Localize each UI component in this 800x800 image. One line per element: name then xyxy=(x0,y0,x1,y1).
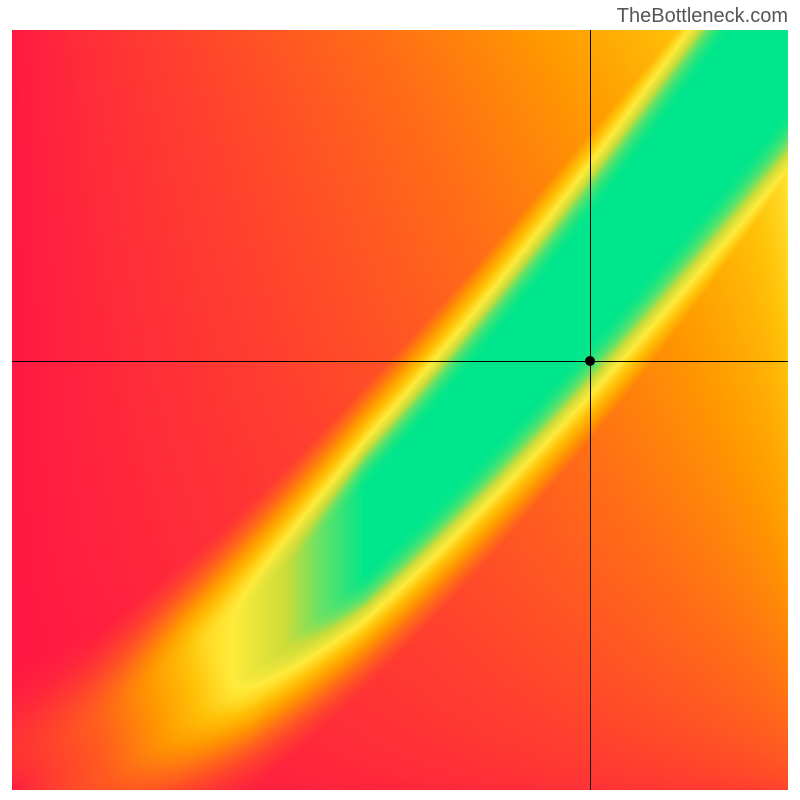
watermark-text: TheBottleneck.com xyxy=(617,5,788,28)
heatmap-chart xyxy=(12,30,788,790)
heatmap-canvas xyxy=(12,30,788,790)
marker-point xyxy=(585,356,595,366)
crosshair-vertical xyxy=(590,30,591,790)
crosshair-horizontal xyxy=(12,361,788,362)
